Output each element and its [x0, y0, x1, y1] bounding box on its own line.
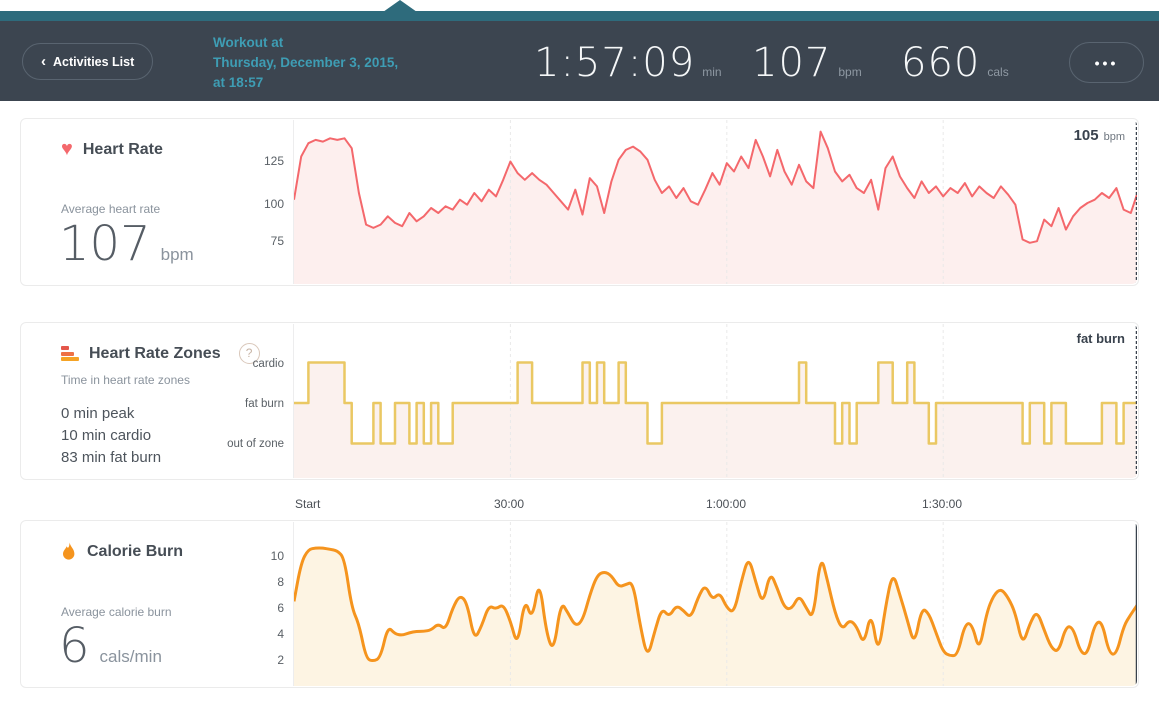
- stat-duration-value: 1:57:09: [534, 40, 696, 86]
- calorie-burn-chart[interactable]: [293, 522, 1137, 686]
- cal-y-tick-6: 6: [277, 601, 284, 615]
- calorie-card-title: Calorie Burn: [87, 543, 184, 560]
- cal-y-tick-2: 2: [277, 653, 284, 667]
- help-icon[interactable]: ?: [238, 343, 260, 364]
- heart-rate-card-header: ♥ Heart Rate: [61, 138, 163, 160]
- zones-card-title: Heart Rate Zones: [89, 344, 221, 362]
- heart-icon: ♥: [61, 138, 73, 160]
- heart-rate-zones-card: Heart Rate Zones ? Time in heart rate zo…: [20, 322, 1139, 480]
- x-tick-90min: 1:30:00: [921, 497, 963, 511]
- hr-y-tick-100: 100: [263, 197, 284, 211]
- app-header: ‹ Activities List Workout at Thursday, D…: [0, 21, 1159, 101]
- heart-rate-chart-svg: [294, 120, 1137, 284]
- average-heart-rate: 107 bpm: [59, 219, 194, 269]
- average-heart-rate-label: Average heart rate: [61, 202, 161, 216]
- stat-heart-rate-unit: bpm: [838, 65, 862, 79]
- workout-title: Workout at Thursday, December 3, 2015, a…: [213, 33, 398, 93]
- workout-title-line1: Workout at: [213, 35, 284, 50]
- average-calorie-value: 6: [59, 618, 90, 674]
- zones-chart-svg: [294, 324, 1137, 478]
- zone-times: 0 min peak 10 min cardio 83 min fat burn: [61, 403, 161, 469]
- calorie-burn-card: Calorie Burn Average calorie burn 6 cals…: [20, 520, 1139, 688]
- heart-rate-cursor-readout: 105 bpm: [1074, 127, 1125, 144]
- workout-title-line3: at 18:57: [213, 75, 264, 90]
- stat-duration: 1:57:09 min: [534, 41, 722, 85]
- more-options-button[interactable]: •••: [1069, 42, 1144, 83]
- stat-heart-rate: 107 bpm: [752, 41, 862, 85]
- cal-y-tick-8: 8: [277, 575, 284, 589]
- zones-bars-icon: [61, 346, 79, 361]
- cal-y-tick-10: 10: [270, 549, 284, 563]
- average-heart-rate-value: 107: [59, 216, 151, 272]
- zone-times-label: Time in heart rate zones: [61, 373, 190, 387]
- stat-calories-unit: cals: [987, 65, 1009, 79]
- pointer-triangle: [383, 0, 417, 12]
- average-calorie-unit: cals/min: [99, 647, 162, 666]
- heart-rate-card: ♥ Heart Rate Average heart rate 107 bpm …: [20, 118, 1139, 286]
- zone-time-cardio: 10 min cardio: [61, 427, 152, 444]
- x-tick-1hour: 1:00:00: [705, 497, 747, 511]
- hr-y-tick-75: 75: [270, 234, 284, 248]
- zone-axis-label-outofzone: out of zone: [227, 438, 284, 450]
- average-heart-rate-unit: bpm: [160, 245, 194, 264]
- zones-card-header: Heart Rate Zones ?: [61, 343, 260, 364]
- stat-calories: 660 cals: [901, 41, 1009, 85]
- stat-duration-unit: min: [702, 65, 722, 79]
- x-tick-start: Start: [295, 497, 321, 511]
- hr-y-tick-125: 125: [263, 154, 284, 168]
- cursor-bpm-unit: bpm: [1103, 131, 1125, 143]
- zones-cursor-readout: fat burn: [1077, 331, 1125, 346]
- workout-title-line2: Thursday, December 3, 2015,: [213, 55, 399, 70]
- top-accent-zone: [0, 0, 1159, 21]
- activities-list-button[interactable]: ‹ Activities List: [22, 43, 154, 80]
- heart-rate-chart[interactable]: 105 bpm: [293, 120, 1137, 284]
- top-accent-bar: [0, 11, 1159, 21]
- average-calorie-label: Average calorie burn: [61, 605, 172, 619]
- zone-time-peak: 0 min peak: [61, 405, 135, 422]
- x-tick-30min: 30:00: [493, 497, 525, 511]
- cal-y-tick-4: 4: [277, 627, 284, 641]
- calorie-card-header: Calorie Burn: [61, 542, 183, 562]
- cursor-bpm-value: 105: [1073, 127, 1099, 144]
- zone-axis-label-fatburn: fat burn: [245, 398, 284, 410]
- zone-time-fatburn: 83 min fat burn: [61, 449, 162, 466]
- stat-calories-value: 660: [901, 40, 981, 86]
- chevron-left-icon: ‹: [41, 53, 46, 70]
- heart-rate-card-title: Heart Rate: [82, 140, 163, 158]
- average-calorie: 6 cals/min: [59, 621, 162, 671]
- stat-heart-rate-value: 107: [752, 40, 832, 86]
- heart-rate-zones-chart[interactable]: fat burn: [293, 324, 1137, 478]
- zone-axis-label-cardio: cardio: [252, 358, 284, 370]
- time-axis: Start 30:00 1:00:00 1:30:00: [293, 497, 1137, 513]
- flame-icon: [63, 542, 75, 560]
- cursor-zone-value: fat burn: [1076, 331, 1125, 346]
- activities-list-label: Activities List: [53, 54, 135, 69]
- calorie-chart-svg: [294, 522, 1137, 686]
